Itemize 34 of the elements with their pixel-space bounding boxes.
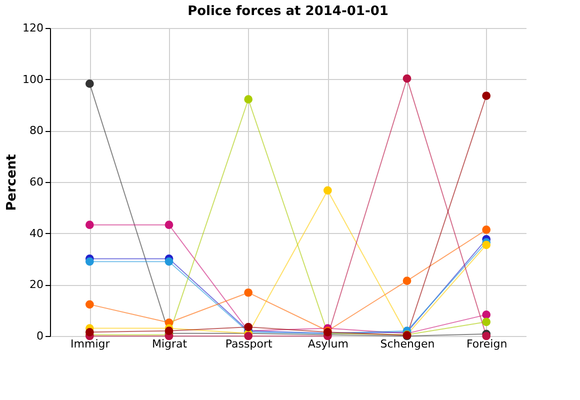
- point: [482, 240, 491, 250]
- x-tick-label: Schengen: [380, 338, 435, 350]
- point: [402, 74, 412, 83]
- point: [482, 318, 491, 326]
- y-tick-label: 100: [22, 72, 44, 86]
- x-tick-label: Foreign: [466, 338, 508, 350]
- x-tick-label: Immigr: [70, 338, 110, 350]
- point: [482, 226, 491, 234]
- point: [85, 80, 94, 88]
- point: [482, 92, 491, 100]
- x-tick-label: Passport: [225, 338, 273, 350]
- point: [482, 310, 491, 319]
- y-tick-label: 60: [30, 176, 44, 188]
- point: [244, 95, 253, 104]
- y-tick-label: 40: [30, 226, 44, 240]
- point: [85, 257, 94, 266]
- y-tick-label: 20: [30, 278, 44, 292]
- x-tick-label: Asylum: [308, 338, 348, 350]
- point: [244, 322, 253, 332]
- y-axis-title: Percent: [4, 154, 20, 211]
- y-tick-label: 0: [36, 330, 44, 342]
- x-tick-label: Migrat: [152, 338, 188, 350]
- point: [164, 326, 174, 336]
- point: [85, 300, 94, 309]
- point: [323, 186, 332, 195]
- point: [85, 220, 94, 230]
- y-tick-label: 120: [22, 22, 44, 34]
- y-tick-label: 80: [30, 124, 44, 138]
- point: [402, 276, 412, 285]
- point: [85, 328, 94, 336]
- point: [164, 220, 174, 230]
- point: [164, 257, 174, 266]
- chart-title: Police forces at 2014-01-01: [188, 4, 388, 19]
- point: [244, 288, 253, 297]
